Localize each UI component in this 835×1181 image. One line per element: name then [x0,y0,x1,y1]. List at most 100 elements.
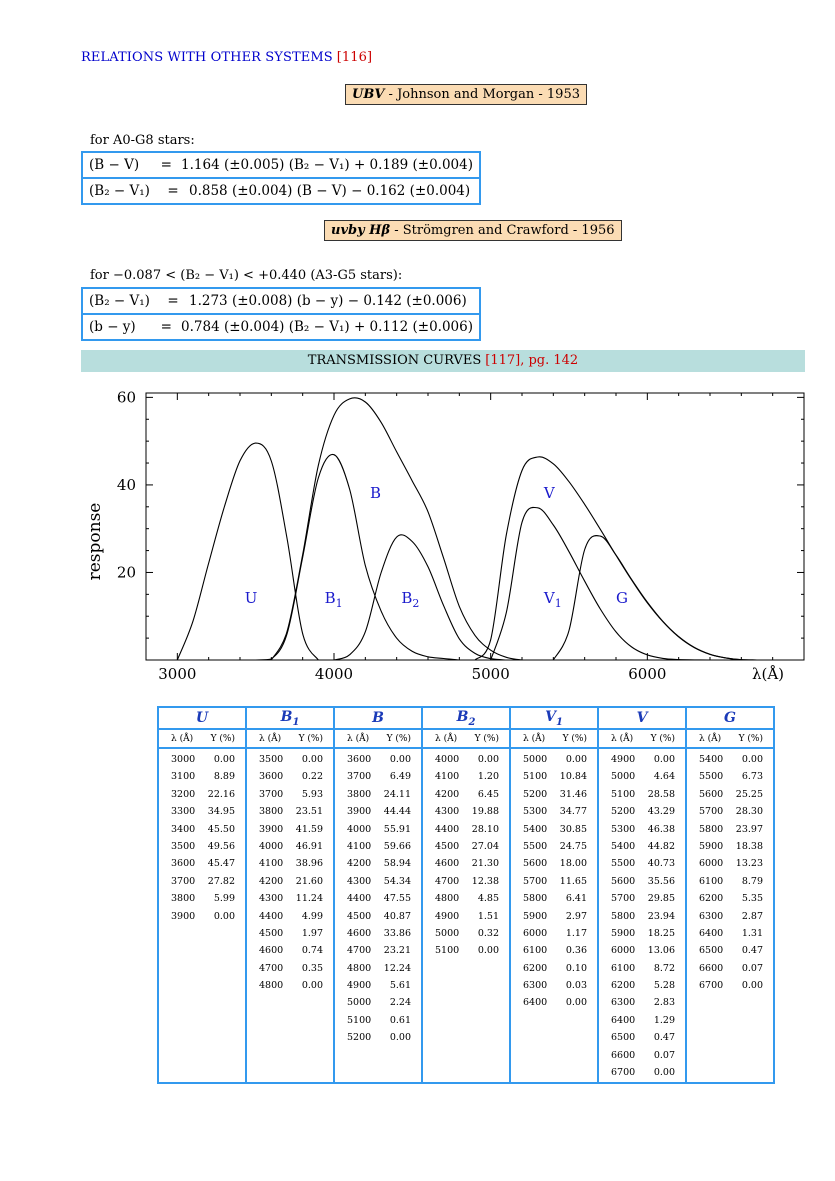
column-header: V1 [509,706,599,730]
system-desc: - Strömgren and Crawford - 1956 [390,223,615,238]
transmission-cell: 8.89 [213,771,235,783]
column-subheader: λ (Å) Υ (%) [245,728,335,749]
wavelength-cell: 3700 [171,875,196,887]
curve-label: B [370,484,381,502]
wavelength-cell: 6400 [699,927,724,939]
table-row: 4600 21.30 [423,855,509,872]
transmission-cell: 0.32 [477,927,499,939]
wavelength-cell: 5000 [347,997,372,1009]
transmission-cell: 6.41 [565,893,587,905]
table-row: 4300 54.34 [335,873,421,890]
column-data: 3500 0.00 3600 0.22 3700 5.93 3800 23.51 3900 41.… [245,748,335,1084]
table-row: 4500 27.04 [423,838,509,855]
transmission-cell: 1.29 [653,1014,675,1026]
transmission-cell: 1.17 [565,927,587,939]
transmission-chart: 20 40 60 3000 4000 5000 6000 λ(Å) response U B1 B B2… [85,388,805,683]
wavelength-cell: 5600 [611,875,636,887]
wavelength-cell: 6500 [699,945,724,957]
wavelength-cell: 3300 [171,806,196,818]
wavelength-cell: 5700 [699,806,724,818]
wavelength-cell: 4200 [435,788,460,800]
curve-label-subscript: 2 [412,597,419,610]
reference-link[interactable]: [117], pg. 142 [485,353,579,368]
transmission-cell: 13.06 [647,945,675,957]
table-row: 6000 13.06 [599,942,685,959]
tau-header: Υ (%) [386,733,411,744]
wavelength-cell: 5400 [523,823,548,835]
transmission-cell: 0.03 [565,980,587,992]
transmission-cell: 40.73 [647,858,675,870]
transmission-cell: 0.07 [741,962,763,974]
table-row: 5900 18.25 [599,925,685,942]
system-desc: - Johnson and Morgan - 1953 [384,87,580,102]
column-header: B [333,706,423,730]
reference-link[interactable]: [116] [336,50,373,65]
transmission-cell: 2.24 [389,997,411,1009]
table-row: 6000 1.17 [511,925,597,942]
table-row: 5200 43.29 [599,803,685,820]
column-header: B1 [245,706,335,730]
table-row: 6500 0.47 [687,942,773,959]
table-row: 4900 1.51 [423,908,509,925]
transmission-cell: 34.95 [207,806,235,818]
column-name: G [724,710,736,726]
table-row: 6700 0.00 [599,1064,685,1081]
table-row: 4700 23.21 [335,942,421,959]
wavelength-cell: 4300 [347,875,372,887]
equation-equals: = [167,293,179,309]
table-row: 6100 8.72 [599,960,685,977]
x-tick-label: 3000 [158,665,196,683]
table-row: 5800 23.97 [687,821,773,838]
table-row: 4400 47.55 [335,890,421,907]
column-header: V [597,706,687,730]
wavelength-cell: 3900 [347,806,372,818]
wavelength-cell: 5100 [435,945,460,957]
table-row: 5100 0.61 [335,1012,421,1029]
table-row: 3600 45.47 [159,855,245,872]
tau-header: Υ (%) [298,733,323,744]
table-row: 5600 35.56 [599,873,685,890]
column-subscript: 1 [555,716,563,728]
transmission-cell: 29.85 [647,893,675,905]
curve-label: B1 [325,589,343,610]
wavelength-cell: 4200 [347,858,372,870]
table-row: 5100 0.00 [423,942,509,959]
wavelength-cell: 4500 [435,840,460,852]
column-data: 3600 0.00 3700 6.49 3800 24.11 3900 44.44 4000 55… [333,748,423,1084]
transmission-cell: 54.34 [383,875,411,887]
wavelength-cell: 5000 [523,754,548,765]
equation-rhs: 1.273 (±0.008) (b − y) − 0.142 (±0.006) [189,293,467,309]
transmission-cell: 55.91 [383,823,411,835]
transmission-cell: 0.00 [741,980,763,992]
wavelength-cell: 6300 [611,997,636,1009]
equation-row: (B₂ − V₁) = 0.858 (±0.004) (B − V) − 0.1… [83,177,479,203]
transmission-cell: 0.00 [741,754,763,765]
wavelength-cell: 3000 [171,754,196,765]
wavelength-cell: 6000 [699,858,724,870]
equation-lhs: (B₂ − V₁) [89,183,150,199]
table-row: 6600 0.07 [687,960,773,977]
wavelength-cell: 6200 [523,962,548,974]
wavelength-cell: 4900 [347,980,372,992]
condition-text: for A0-G8 stars: [90,133,195,148]
transmission-cell: 18.38 [735,840,763,852]
table-row: 3900 41.59 [247,821,333,838]
transmission-cell: 28.30 [735,806,763,818]
column-data: 3000 0.00 3100 8.89 3200 22.16 3300 34.95 3400 45… [157,748,247,1084]
transmission-cell: 46.38 [647,823,675,835]
wavelength-cell: 5300 [611,823,636,835]
wavelength-cell: 4500 [259,927,284,939]
transmission-cell: 2.83 [653,997,675,1009]
table-row: 3600 0.00 [335,751,421,768]
table-row: 5500 40.73 [599,855,685,872]
transmission-cell: 21.60 [295,875,323,887]
wavelength-cell: 3800 [171,893,196,905]
transmission-cell: 23.94 [647,910,675,922]
tau-header: Υ (%) [562,733,587,744]
transmission-cell: 0.00 [213,754,235,765]
wavelength-cell: 6400 [611,1014,636,1026]
lambda-header: λ (Å) [435,733,458,744]
table-row: 4500 1.97 [247,925,333,942]
x-axis-label: λ(Å) [752,665,784,683]
wavelength-cell: 4100 [347,840,372,852]
